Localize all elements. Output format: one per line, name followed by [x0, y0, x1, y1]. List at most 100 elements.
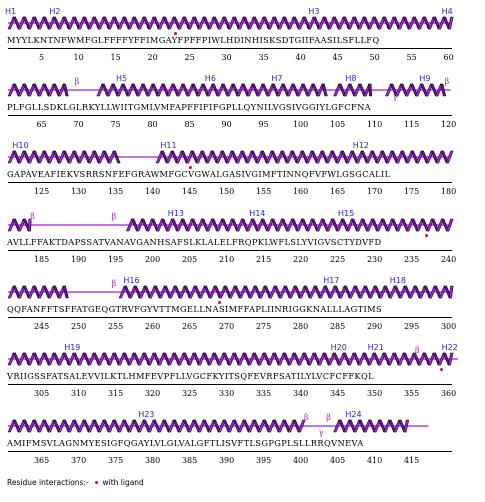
helix-ribbon [333, 83, 373, 97]
residue-tick-label: 125 [33, 187, 50, 196]
sequence-text: PLFGLLSDKLGLRKYLLWIITGMLVMFAPFFIFIFGPLLQ… [7, 102, 372, 112]
residue-tick-label: 250 [70, 322, 87, 331]
residue-tick-label: 400 [292, 456, 309, 465]
residue-tick-label: 375 [107, 456, 124, 465]
helix-ribbon [7, 419, 306, 433]
residue-tick-label: 255 [107, 322, 124, 331]
sequence-text: AVLLFFAKTDAPSSATVANAVGANHSAFSLKLALELFRQP… [7, 237, 382, 247]
ligand-interaction-dot [173, 32, 177, 35]
helix-turn [297, 419, 306, 433]
residue-tick-label: 75 [110, 120, 121, 129]
helix-ribbon [7, 150, 121, 164]
residue-tick-label: 325 [181, 389, 198, 398]
residue-tick-label: 130 [70, 187, 87, 196]
helix-label: H14 [249, 209, 266, 218]
residue-tick-label: 95 [258, 120, 269, 129]
residue-tick-label: 25 [184, 53, 195, 62]
residue-tick-label: 260 [144, 322, 161, 331]
structure-track [7, 83, 451, 97]
residue-tick-label: 70 [73, 120, 84, 129]
residue-tick-label: 285 [329, 322, 346, 331]
helix-label: H3 [308, 7, 320, 16]
beta-turn-label: β [304, 413, 309, 422]
helix-turn [368, 83, 373, 97]
sequence-text: GAPAVEAFIEKVSRRSNFEFGRAWMFGCVGWALGASIVGI… [7, 169, 391, 179]
helix-label: H6 [204, 74, 216, 83]
gamma-turn-label: γ [318, 428, 324, 437]
residue-tick-label: 205 [181, 255, 198, 264]
helix-label: H13 [167, 209, 184, 218]
residue-tick-label: 35 [258, 53, 269, 62]
beta-turn-label: β [30, 212, 35, 221]
residue-tick-label: 380 [144, 456, 161, 465]
residue-tick-label: 5 [39, 53, 45, 62]
residue-tick-label: 295 [403, 322, 420, 331]
residue-tick-label: 345 [329, 389, 346, 398]
legend-title: Residue interactions:- [7, 478, 89, 487]
residue-tick-label: 15 [110, 53, 121, 62]
helix-label: H18 [389, 276, 406, 285]
residue-tick-label: 350 [366, 389, 383, 398]
helix-turn [321, 83, 328, 97]
residue-tick-label: 305 [33, 389, 50, 398]
sequence-block: H19 H20 H21 H22 β VRIIGSSFATSALEVVILKTLHMFEVP… [0, 343, 485, 406]
residue-tick-label: 335 [255, 389, 272, 398]
helix-label: H2 [49, 7, 61, 16]
beta-turn-label: β [415, 346, 420, 355]
residue-tick-label: 40 [295, 53, 306, 62]
sequence-block: H23 H24 β β γ AMIFMSVLAGNMYESIGFQGAYLVLGLVALG… [0, 410, 485, 473]
residue-tick-label: 50 [369, 53, 380, 62]
residue-tick-label: 10 [73, 53, 84, 62]
helix-label: H8 [345, 74, 357, 83]
residue-tick-label: 190 [70, 255, 87, 264]
residue-axis [8, 384, 452, 385]
residue-tick-label: 240 [440, 255, 457, 264]
residue-tick-label: 230 [366, 255, 383, 264]
residue-tick-label: 225 [329, 255, 346, 264]
residue-tick-label: 65 [36, 120, 47, 129]
residue-tick-label: 215 [255, 255, 272, 264]
residue-tick-label: 275 [255, 322, 272, 331]
helix-turn [62, 285, 69, 299]
residue-tick-label: 20 [147, 53, 158, 62]
helix-label: H1 [5, 7, 17, 16]
residue-axis [8, 451, 452, 452]
residue-tick-label: 55 [406, 53, 417, 62]
residue-tick-label: 200 [144, 255, 161, 264]
helix-ribbon [7, 83, 69, 97]
helix-ribbon [155, 150, 454, 164]
sequence-block: H13 H14 H15 β β AVLLFFAKTDAPSSATVANAVGANHSAFS… [0, 209, 485, 272]
helix-label: H17 [323, 276, 340, 285]
sequence-text: MYYLKNTNFWMFGLFFFFYFFIMGAYFPFFPIWLHDINHI… [7, 35, 380, 45]
residue-axis [8, 182, 452, 183]
residue-tick-label: 320 [144, 389, 161, 398]
sequence-block: H10 H11 H12 GAPAVEAFIEKVSRRSNFEFGRAWMFGCVGW… [0, 141, 485, 204]
helix-turn [447, 16, 454, 30]
sequence-block: H1 H2 H3 H4 MYYLKNTNFWMFGLFFFFYFFIMGAYFPFFPI… [0, 7, 485, 70]
helix-turn [112, 150, 121, 164]
residue-tick-label: 180 [440, 187, 457, 196]
residue-tick-label: 395 [255, 456, 272, 465]
helix-turn [62, 83, 69, 97]
ligand-interaction-dot [425, 234, 429, 237]
residue-tick-label: 410 [366, 456, 383, 465]
helix-turn [440, 83, 447, 97]
residue-axis [8, 115, 452, 116]
helix-ribbon [96, 83, 328, 97]
residue-axis [8, 317, 452, 318]
residue-tick-label: 45 [332, 53, 343, 62]
helix-ribbon [7, 352, 454, 366]
residue-tick-label: 150 [218, 187, 235, 196]
helix-label: H20 [330, 343, 347, 352]
residue-tick-label: 270 [218, 322, 235, 331]
structure-track [7, 352, 458, 366]
residue-tick-label: 365 [33, 456, 50, 465]
residue-tick-label: 355 [403, 389, 420, 398]
residue-tick-label: 415 [403, 456, 420, 465]
helix-turn [448, 285, 454, 299]
helix-turn [447, 352, 454, 366]
beta-turn-label: β [444, 77, 450, 86]
helix-ribbon [7, 16, 454, 30]
residue-tick-label: 100 [292, 120, 309, 129]
sequence-text: QQFANFFTSFFATGEQGTRVFGYVTTMGELLNASIMFFAP… [7, 304, 382, 314]
